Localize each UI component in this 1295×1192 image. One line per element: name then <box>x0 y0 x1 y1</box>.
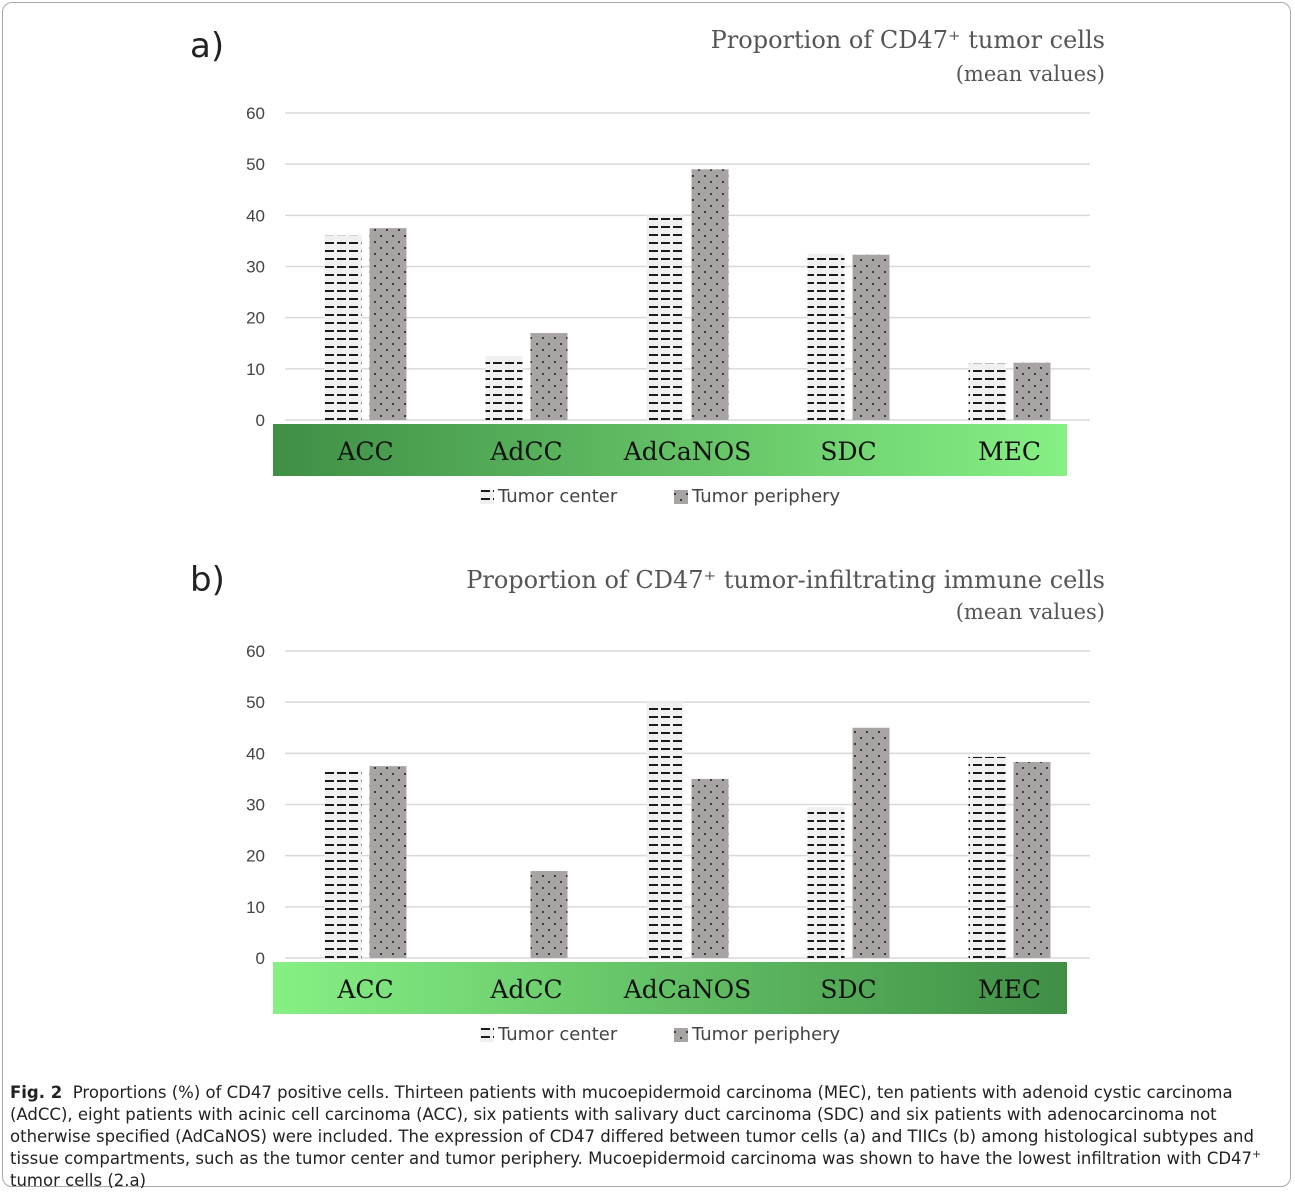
panel-label-a: a) <box>190 26 225 66</box>
bar-tumor-center <box>646 215 684 420</box>
caption-label: Fig. 2 <box>10 1083 63 1102</box>
x-category-label: AdCaNOS <box>623 975 752 1004</box>
category-band <box>273 962 1067 1014</box>
y-tick-label: 60 <box>246 104 265 123</box>
legend-swatch-tumor-periphery <box>674 490 688 504</box>
chart-title-a: Proportion of CD47⁺ tumor cells <box>710 26 1105 54</box>
x-category-label: MEC <box>978 975 1041 1004</box>
bar-tumor-center <box>807 807 845 958</box>
x-category-label: SDC <box>820 437 876 466</box>
y-tick-label: 50 <box>246 693 265 712</box>
bar-tumor-periphery <box>1013 362 1051 420</box>
caption-superscript: + <box>1252 1147 1262 1161</box>
legend-swatch-tumor-center <box>480 490 494 504</box>
legend-label-tumor-center: Tumor center <box>497 1024 618 1045</box>
y-tick-label: 0 <box>256 949 265 968</box>
y-tick-label: 40 <box>246 744 265 763</box>
legend-swatch-tumor-center <box>480 1028 494 1042</box>
bar-tumor-periphery <box>852 254 890 420</box>
x-category-label: AdCaNOS <box>623 437 752 466</box>
bar-tumor-center <box>968 363 1006 420</box>
x-category-label: SDC <box>820 975 876 1004</box>
bar-tumor-periphery <box>530 333 568 420</box>
bar-chart-b: 0 10 20 30 40 50 60 ACC AdCC AdCaNOS SDC MEC Tumor c… <box>246 642 1090 1045</box>
bar-tumor-periphery <box>1013 762 1051 958</box>
category-band <box>273 424 1067 476</box>
legend-label-tumor-periphery: Tumor periphery <box>691 486 841 507</box>
y-tick-label: 60 <box>246 642 265 661</box>
bar-tumor-periphery <box>852 727 890 958</box>
caption-text: Proportions (%) of CD47 positive cells. … <box>10 1083 1254 1168</box>
y-tick-label: 20 <box>246 309 265 328</box>
legend-label-tumor-periphery: Tumor periphery <box>691 1024 841 1045</box>
bar-tumor-center <box>324 771 362 958</box>
legend-label-tumor-center: Tumor center <box>497 486 618 507</box>
legend-swatch-tumor-periphery <box>674 1028 688 1042</box>
chart-subtitle-b: (mean values) <box>955 600 1105 624</box>
bar-chart-a: 0 10 20 30 40 50 60 ACC AdCC AdCaNOS SDC MEC Tumor c… <box>246 104 1090 507</box>
bar-tumor-periphery <box>691 778 729 958</box>
chart-subtitle-a: (mean values) <box>955 62 1105 86</box>
y-tick-label: 20 <box>246 847 265 866</box>
y-tick-label: 10 <box>246 360 265 379</box>
panel-label-b: b) <box>190 560 225 600</box>
caption-text-end: tumor cells (2.a) <box>10 1171 147 1190</box>
y-tick-label: 0 <box>256 411 265 430</box>
bar-tumor-periphery <box>691 169 729 420</box>
x-category-label: AdCC <box>489 975 562 1004</box>
bar-tumor-periphery <box>369 228 407 420</box>
bar-tumor-center <box>807 253 845 420</box>
bar-tumor-periphery <box>530 871 568 958</box>
y-tick-label: 30 <box>246 258 265 277</box>
bar-tumor-center <box>968 756 1006 958</box>
x-category-label: MEC <box>978 437 1041 466</box>
x-category-label: ACC <box>336 437 393 466</box>
bar-tumor-periphery <box>369 766 407 958</box>
bar-tumor-center <box>646 702 684 958</box>
y-tick-label: 10 <box>246 898 265 917</box>
y-tick-label: 50 <box>246 155 265 174</box>
figure-caption: Fig. 2 Proportions (%) of CD47 positive … <box>10 1082 1285 1192</box>
bar-tumor-center <box>324 235 362 420</box>
y-tick-label: 40 <box>246 206 265 225</box>
chart-title-b: Proportion of CD47⁺ tumor-infiltrating i… <box>466 566 1105 594</box>
bar-tumor-center <box>485 356 523 420</box>
x-category-label: ACC <box>336 975 393 1004</box>
x-category-label: AdCC <box>489 437 562 466</box>
y-tick-label: 30 <box>246 796 265 815</box>
